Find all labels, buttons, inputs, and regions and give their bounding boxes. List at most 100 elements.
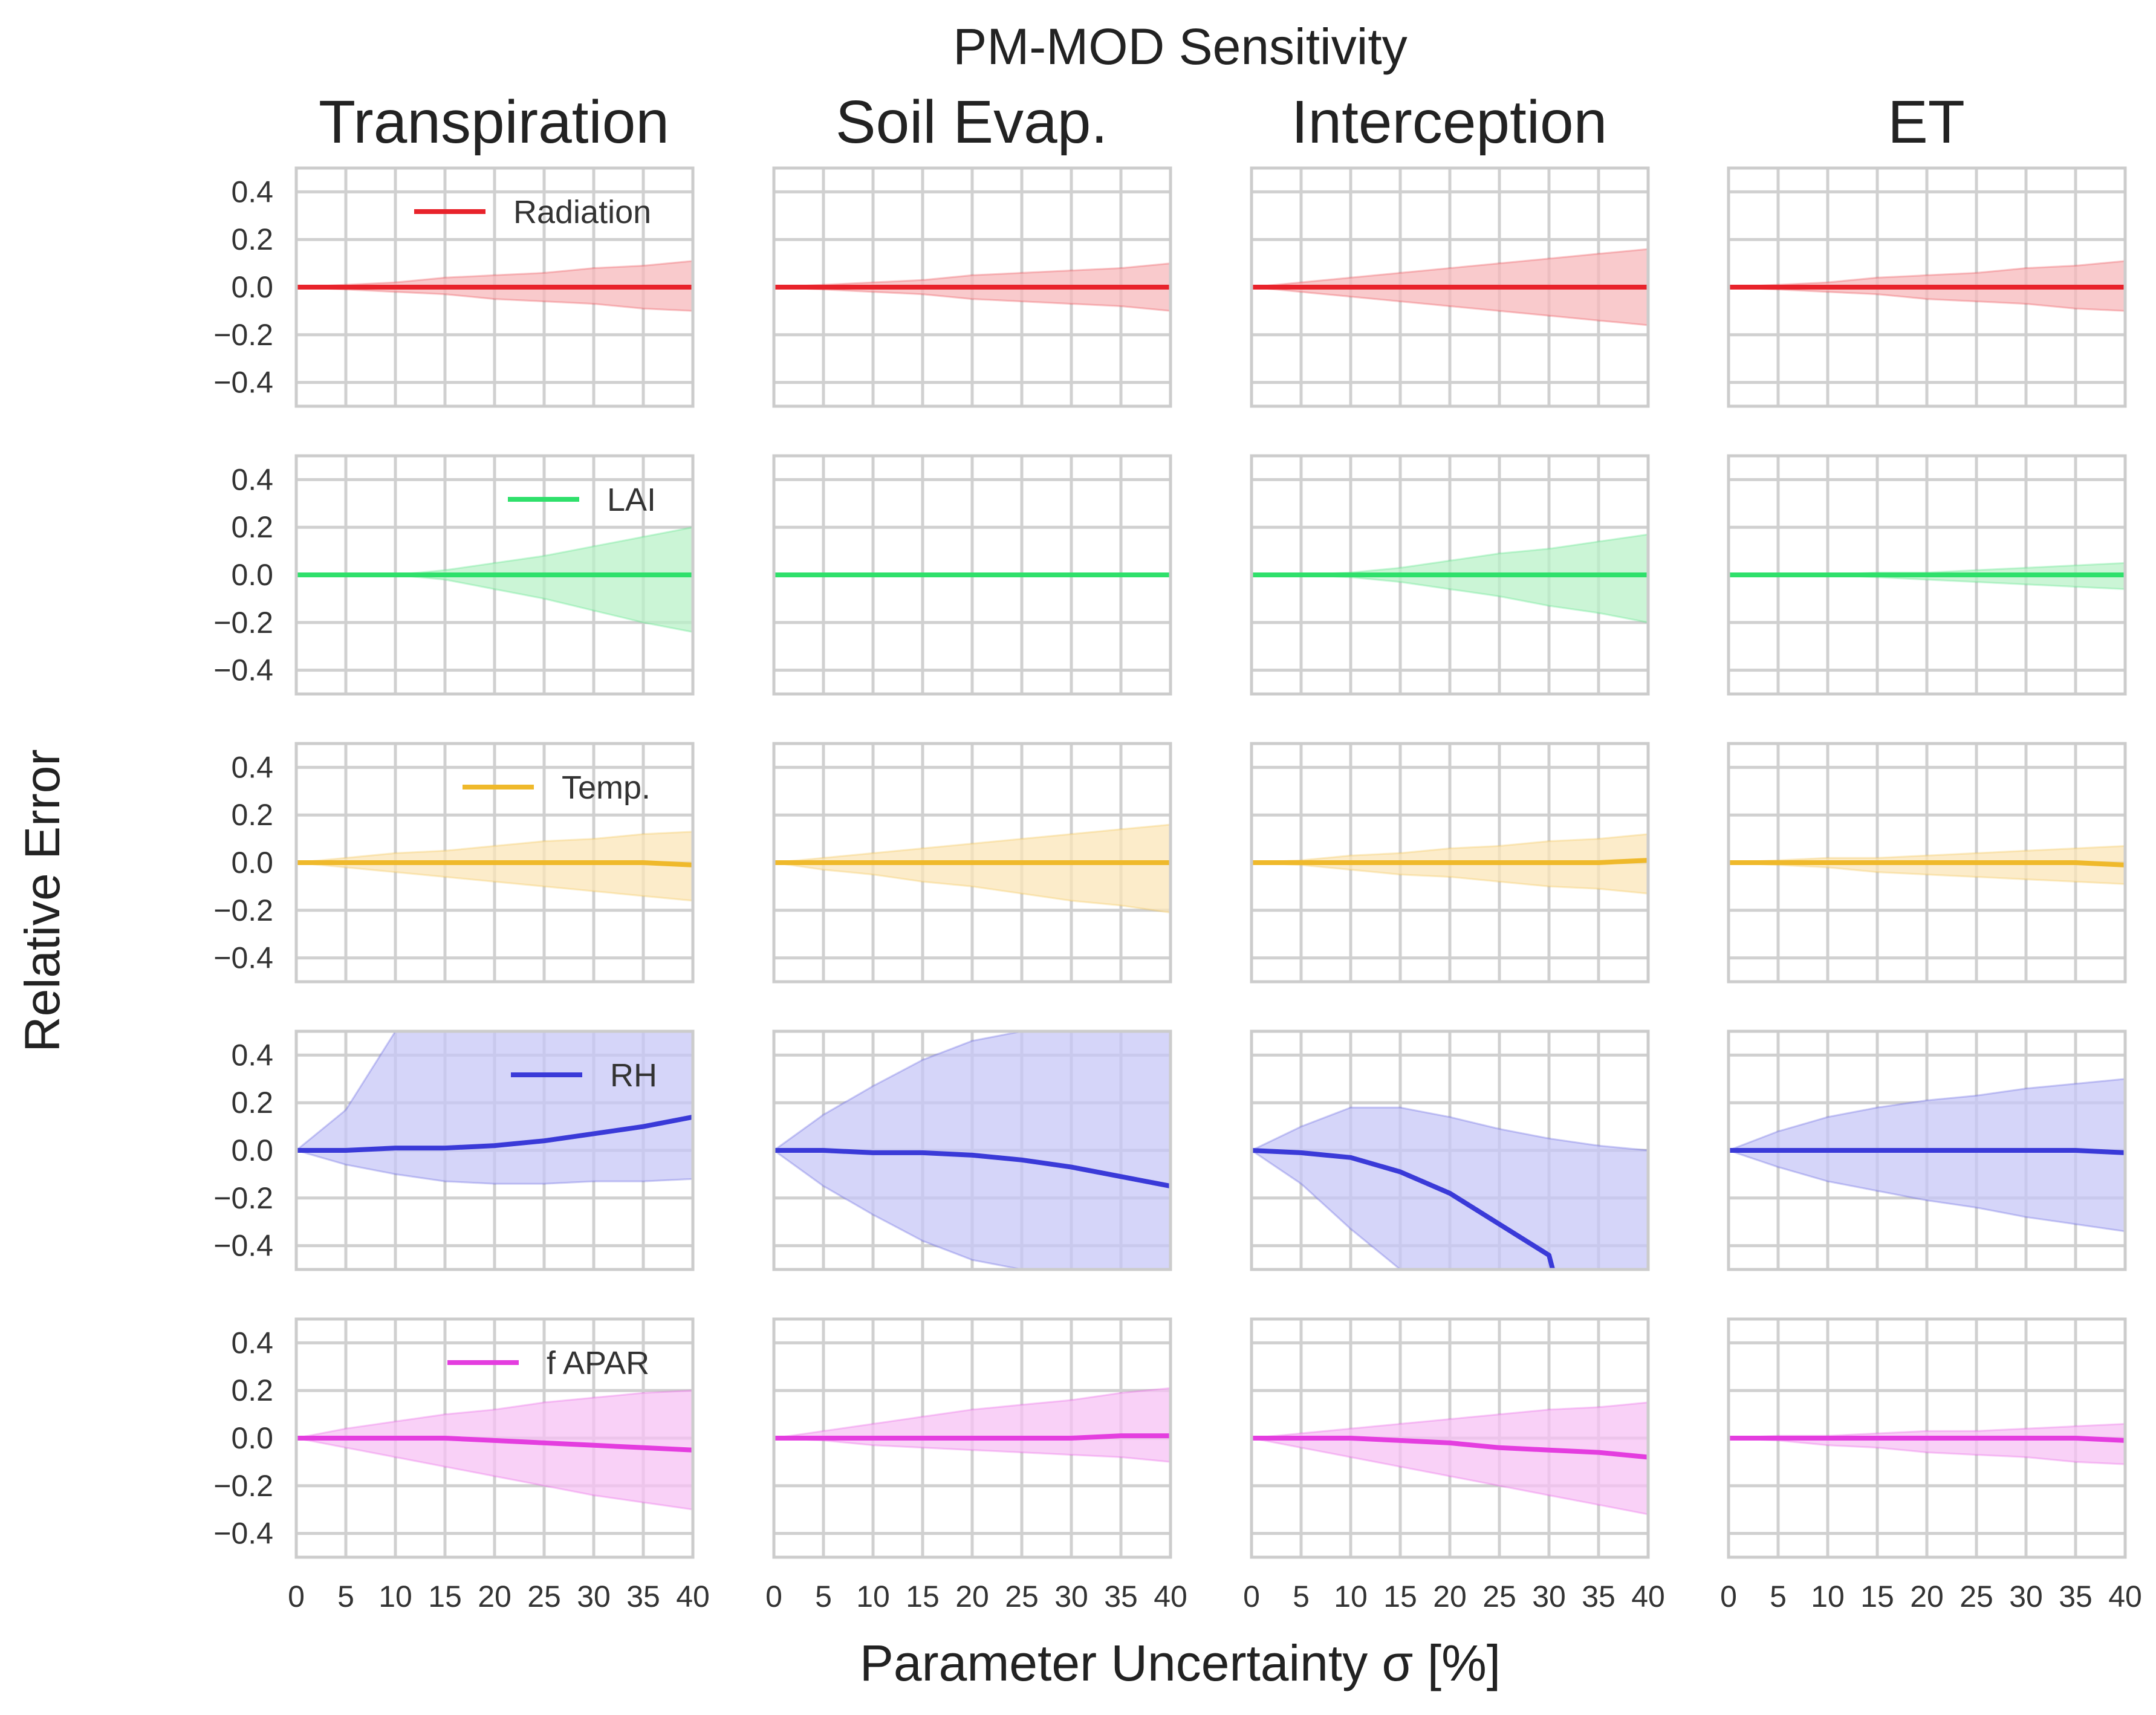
y-tick-label: 0.4 [231, 1326, 273, 1360]
x-tick-label: 0 [765, 1580, 782, 1613]
panel-1-0: 0.4 0.2 0.0 −0.2 −0.4 LAI [213, 454, 695, 696]
y-tick-label: 0.0 [231, 558, 273, 592]
y-tick-label: −0.4 [213, 653, 273, 687]
uncertainty-band-3-1 [774, 1031, 1171, 1269]
x-tick-label: 0 [288, 1580, 305, 1613]
panel-2-0: 0.4 0.2 0.0 −0.2 −0.4 Temp. [213, 742, 695, 984]
legend-label-0: Radiation [513, 194, 651, 230]
y-tick-label: 0.0 [231, 1421, 273, 1455]
x-tick-label: 30 [1532, 1580, 1566, 1613]
panel-grid: 0.4 0.2 0.0 −0.2 −0.4 Radiation 0.4 0.2 0.0 −0.2 −… [213, 166, 2142, 1613]
y-tick-label: −0.4 [213, 366, 273, 400]
x-tick-label: 15 [1383, 1580, 1417, 1613]
x-tick-label: 15 [428, 1580, 462, 1613]
legend-label-1: LAI [607, 482, 656, 518]
mean-line-4-0 [296, 1436, 693, 1453]
uncertainty-band-3-3 [1729, 1078, 2125, 1233]
x-tick-label: 25 [1005, 1580, 1039, 1613]
mean-line-3-3 [1729, 1148, 2125, 1155]
mean-line-3-0 [296, 1114, 693, 1153]
x-tick-label: 40 [2108, 1580, 2142, 1613]
y-tick-label: −0.4 [213, 1229, 273, 1263]
mean-line-3-2 [1252, 1148, 1556, 1269]
x-tick-label: 5 [1770, 1580, 1787, 1613]
x-tick-label: 35 [1104, 1580, 1138, 1613]
col-title-3: ET [1888, 88, 1965, 156]
panel-3-1 [772, 1029, 1172, 1271]
y-tick-label: 0.4 [231, 750, 273, 784]
panel-frame [772, 454, 1172, 696]
y-tick-label: 0.2 [231, 1086, 273, 1120]
mean-line-4-1 [774, 1433, 1171, 1441]
x-tick-label: 30 [577, 1580, 611, 1613]
x-tick-label: 35 [1582, 1580, 1615, 1613]
mean-line-2-3 [1729, 860, 2125, 867]
y-tick-label: 0.0 [231, 1133, 273, 1167]
panel-0-2 [1250, 166, 1650, 408]
uncertainty-band-2-1 [774, 823, 1171, 914]
y-tick-label: 0.0 [231, 270, 273, 304]
col-title-1: Soil Evap. [836, 88, 1108, 156]
panel-frame [772, 742, 1172, 984]
panel-frame [1250, 166, 1650, 408]
x-tick-label: 0 [1720, 1580, 1737, 1613]
panel-2-1 [772, 742, 1172, 984]
y-tick-label: 0.2 [231, 510, 273, 544]
panel-frame [1250, 1317, 1650, 1559]
panel-frame [772, 1317, 1172, 1559]
panel-frame [1250, 454, 1650, 696]
uncertainty-band-4-3 [1729, 1422, 2125, 1465]
panel-2-2 [1250, 742, 1650, 984]
panel-frame [294, 454, 695, 696]
uncertainty-band-1-2 [1252, 533, 1648, 624]
x-tick-label: 25 [1960, 1580, 1993, 1613]
panel-1-2 [1250, 454, 1650, 696]
uncertainty-band-4-1 [774, 1387, 1171, 1463]
panel-3-3 [1727, 1029, 2127, 1271]
panel-frame [1250, 1029, 1650, 1271]
x-tick-label: 15 [1860, 1580, 1894, 1613]
col-title-0: Transpiration [319, 88, 669, 156]
x-tick-label: 5 [1293, 1580, 1310, 1613]
panel-3-2 [1250, 1029, 1650, 1271]
panel-0-0: 0.4 0.2 0.0 −0.2 −0.4 Radiation [213, 166, 695, 408]
panel-0-3 [1727, 166, 2127, 408]
y-tick-label: 0.4 [231, 462, 273, 496]
panel-frame [294, 1317, 695, 1559]
panel-2-3 [1727, 742, 2127, 984]
y-tick-label: 0.4 [231, 1038, 273, 1072]
x-tick-label: 25 [527, 1580, 561, 1613]
x-tick-label: 10 [378, 1580, 412, 1613]
panel-frame [772, 166, 1172, 408]
uncertainty-band-1-0 [296, 526, 693, 634]
panel-4-2: 0 5 10 15 20 25 30 35 40 [1243, 1317, 1665, 1613]
x-tick-label: 35 [2059, 1580, 2093, 1613]
uncertainty-band-4-2 [1252, 1401, 1648, 1516]
panel-1-1 [772, 454, 1172, 696]
uncertainty-band-4-0 [296, 1389, 693, 1511]
x-tick-label: 35 [626, 1580, 660, 1613]
panel-frame [294, 166, 695, 408]
panel-frame [1727, 1029, 2127, 1271]
figure-title: PM-MOD Sensitivity [953, 18, 1407, 75]
mean-line-2-0 [296, 860, 693, 867]
panel-frame [772, 1029, 1172, 1271]
x-tick-label: 30 [2009, 1580, 2043, 1613]
panel-frame [1727, 454, 2127, 696]
x-tick-label: 0 [1243, 1580, 1260, 1613]
panel-4-1: 0 5 10 15 20 25 30 35 40 [765, 1317, 1187, 1613]
panel-4-3: 0 5 10 15 20 25 30 35 40 [1720, 1317, 2142, 1613]
y-tick-label: −0.2 [213, 1181, 273, 1215]
panel-4-0: 0.4 0.2 0.0 −0.2 −0.4 0 5 10 15 20 25 30 35 40 f APAR [213, 1317, 710, 1613]
x-tick-label: 5 [337, 1580, 354, 1613]
y-axis-label: Relative Error [15, 749, 70, 1052]
x-tick-label: 40 [1631, 1580, 1665, 1613]
y-tick-label: 0.2 [231, 798, 273, 832]
mean-line-4-2 [1252, 1436, 1648, 1460]
y-tick-label: 0.4 [231, 175, 273, 209]
panel-frame [1727, 1317, 2127, 1559]
panel-frame [1727, 166, 2127, 408]
panel-frame [294, 1029, 695, 1271]
x-tick-label: 40 [676, 1580, 710, 1613]
